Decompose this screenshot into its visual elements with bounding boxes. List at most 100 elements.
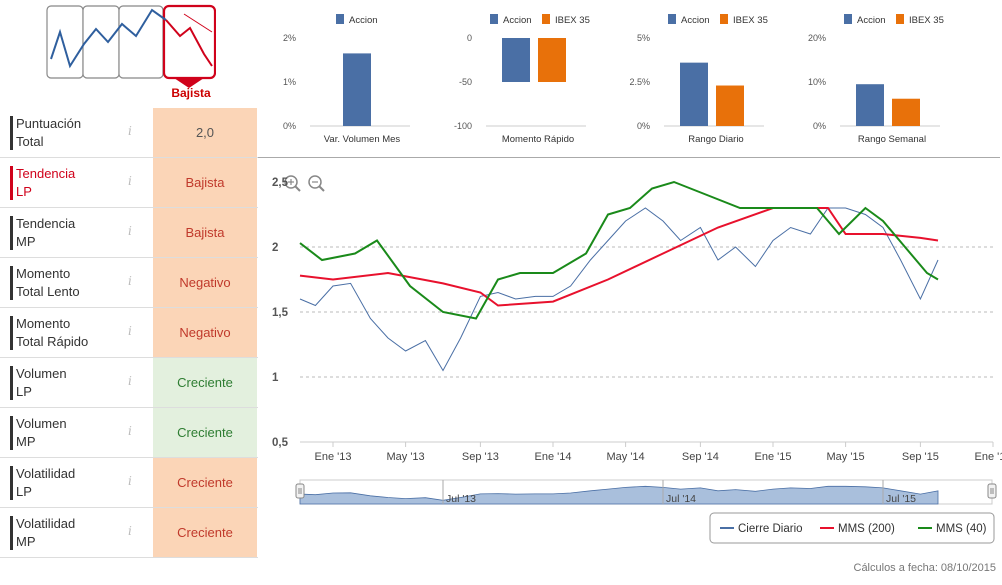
- mini-chart-title: Rango Diario: [688, 134, 743, 145]
- zoom-in-icon[interactable]: [284, 175, 301, 192]
- x-axis-label: Ene '16: [975, 451, 1002, 463]
- legend-label: Accion: [681, 15, 710, 26]
- info-icon[interactable]: i: [128, 424, 132, 438]
- legend-label: IBEX 35: [733, 15, 768, 26]
- legend-label: Accion: [857, 15, 886, 26]
- metric-value: Bajista: [153, 158, 257, 207]
- metric-label: Volatilidad LP: [16, 466, 76, 499]
- legend-label: Accion: [503, 15, 532, 26]
- metric-row: Tendencia MP i Bajista: [0, 208, 258, 258]
- metric-label: Momento Total Rápido: [16, 316, 89, 349]
- bar: [716, 85, 744, 126]
- x-axis-label: Ene '14: [535, 451, 572, 463]
- y-tick-label: 0%: [813, 121, 826, 131]
- metric-label: Tendencia LP: [16, 166, 76, 199]
- series-line: [299, 207, 939, 372]
- calc-date: Cálculos a fecha: 08/10/2015: [853, 562, 997, 574]
- row-marker: [10, 466, 13, 500]
- metric-row: Volatilidad MP i Creciente: [0, 508, 258, 558]
- legend-item[interactable]: MMS (40): [936, 523, 987, 535]
- y-tick-label: 0%: [637, 121, 650, 131]
- metric-value: 2,0: [153, 108, 257, 157]
- row-marker: [10, 266, 13, 300]
- metric-row: Momento Total Rápido i Negativo: [0, 308, 258, 358]
- series-line: [299, 180, 939, 320]
- info-icon[interactable]: i: [128, 174, 132, 188]
- x-axis-label: Sep '15: [902, 451, 939, 463]
- bar: [502, 38, 530, 82]
- y-tick-label: 1%: [283, 77, 296, 87]
- info-icon[interactable]: i: [128, 274, 132, 288]
- y-tick-label: 2%: [283, 33, 296, 43]
- info-icon[interactable]: i: [128, 224, 132, 238]
- legend-item[interactable]: Cierre Diario: [738, 523, 803, 535]
- row-marker: [10, 416, 13, 450]
- info-icon[interactable]: i: [128, 524, 132, 538]
- metric-value: Creciente: [153, 408, 257, 457]
- navigator-left-handle[interactable]: [295, 483, 305, 499]
- legend-swatch: [720, 14, 728, 24]
- series-line: [299, 207, 939, 307]
- trend-label: Bajista: [171, 86, 211, 100]
- legend-swatch: [542, 14, 550, 24]
- divider: [258, 157, 1000, 158]
- metric-row: Volatilidad LP i Creciente: [0, 458, 258, 508]
- x-axis-label: Ene '13: [315, 451, 352, 463]
- info-icon[interactable]: i: [128, 374, 132, 388]
- bar: [680, 62, 708, 126]
- row-marker: [10, 216, 13, 250]
- metric-value: Bajista: [153, 208, 257, 257]
- metric-value: Creciente: [153, 458, 257, 507]
- info-icon[interactable]: i: [128, 124, 132, 138]
- metric-value: Creciente: [153, 508, 257, 557]
- metric-row: Tendencia LP i Bajista: [0, 158, 258, 208]
- row-marker: [10, 316, 13, 350]
- trend-icon: [46, 4, 216, 88]
- x-axis-label: Sep '14: [682, 451, 719, 463]
- mini-chart-momento-rapido: Accion IBEX 35 0 -50 -100 Momento Rápido: [454, 14, 590, 145]
- legend-swatch: [896, 14, 904, 24]
- metric-row: Puntuación Total i 2,0: [0, 108, 258, 158]
- legend-label: IBEX 35: [909, 15, 944, 26]
- metric-label: Volumen MP: [16, 416, 67, 449]
- price-chart[interactable]: 2,5 2 1,5 1 0,5 Ene '13 May '13 Sep '13 Ene '14 M…: [258, 158, 1002, 568]
- metric-value: Negativo: [153, 308, 257, 357]
- y-tick-label: 0%: [283, 121, 296, 131]
- bar: [892, 98, 920, 126]
- bar: [856, 84, 884, 126]
- info-icon[interactable]: i: [128, 324, 132, 338]
- navigator-label: Jul '15: [886, 493, 916, 505]
- navigator-label: Jul '13: [446, 493, 476, 505]
- y-axis-label: 1,5: [272, 307, 289, 319]
- metric-label: Volumen LP: [16, 366, 67, 399]
- metric-row: Volumen MP i Creciente: [0, 408, 258, 458]
- metric-value: Creciente: [153, 358, 257, 407]
- legend-swatch: [668, 14, 676, 24]
- legend-item[interactable]: MMS (200): [838, 523, 895, 535]
- navigator-area: [299, 485, 939, 505]
- y-tick-label: -100: [454, 121, 472, 131]
- metric-label: Volatilidad MP: [16, 516, 76, 549]
- navigator-label: Jul '14: [666, 493, 696, 505]
- y-axis-label: 0,5: [272, 437, 289, 449]
- legend-swatch: [336, 14, 344, 24]
- y-tick-label: 0: [467, 33, 472, 43]
- row-marker: [10, 366, 13, 400]
- zoom-out-icon[interactable]: [308, 175, 325, 192]
- chart-legend: Cierre Diario MMS (200) MMS (40): [709, 512, 995, 544]
- row-marker: [10, 516, 13, 550]
- y-axis-label: 2,5: [272, 177, 289, 189]
- legend-swatch: [844, 14, 852, 24]
- bar: [343, 53, 371, 126]
- y-tick-label: -50: [459, 77, 472, 87]
- navigator-right-handle[interactable]: [987, 483, 997, 499]
- mini-chart-title: Var. Volumen Mes: [324, 134, 401, 145]
- metric-value: Negativo: [153, 258, 257, 307]
- row-marker: [10, 116, 13, 150]
- y-tick-label: 5%: [637, 33, 650, 43]
- metric-label: Puntuación Total: [16, 116, 82, 149]
- x-axis-label: May '14: [607, 451, 645, 463]
- x-axis-label: May '13: [387, 451, 425, 463]
- y-axis-label: 1: [272, 372, 279, 384]
- info-icon[interactable]: i: [128, 474, 132, 488]
